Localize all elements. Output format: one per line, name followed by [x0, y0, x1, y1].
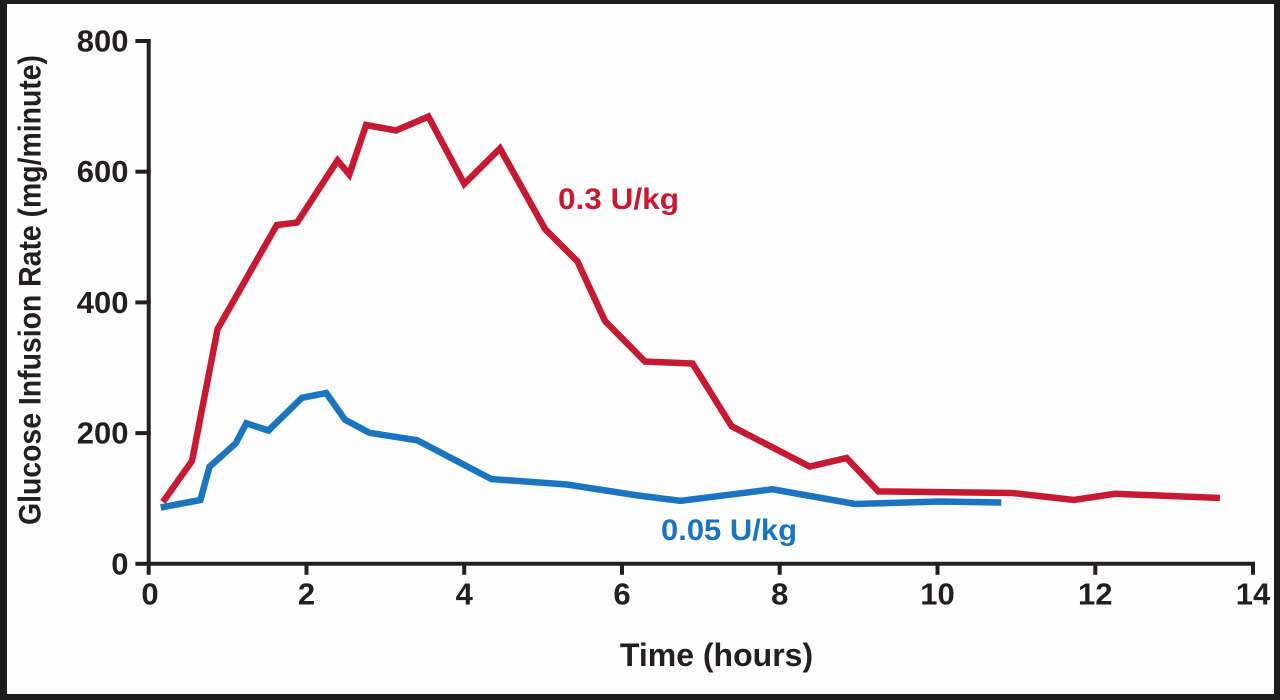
svg-text:200: 200: [77, 416, 129, 451]
svg-text:400: 400: [77, 285, 129, 320]
svg-text:4: 4: [456, 577, 474, 612]
svg-text:0.3 U/kg: 0.3 U/kg: [558, 183, 679, 216]
svg-text:800: 800: [77, 24, 129, 59]
svg-text:6: 6: [613, 577, 630, 612]
svg-text:Glucose Infusion Rate (mg/minu: Glucose Infusion Rate (mg/minute): [12, 55, 48, 525]
svg-text:0: 0: [141, 577, 158, 612]
svg-text:10: 10: [920, 577, 954, 612]
svg-text:8: 8: [771, 577, 788, 612]
svg-text:0.05 U/kg: 0.05 U/kg: [661, 514, 797, 547]
svg-text:0: 0: [111, 546, 128, 581]
svg-text:600: 600: [77, 154, 129, 189]
svg-text:Time (hours): Time (hours): [620, 637, 813, 673]
svg-text:2: 2: [298, 577, 315, 612]
svg-text:14: 14: [1236, 577, 1271, 612]
svg-text:12: 12: [1078, 577, 1112, 612]
